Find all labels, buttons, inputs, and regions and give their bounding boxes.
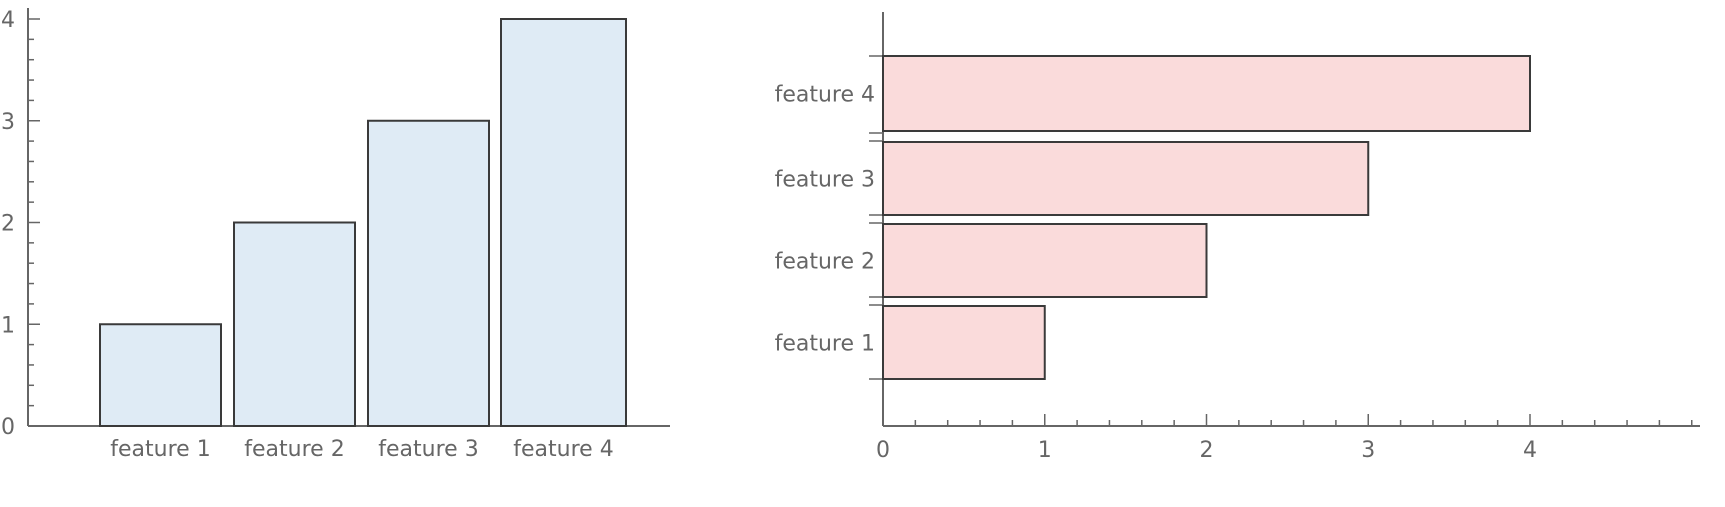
bar-feature-4 xyxy=(882,55,1531,132)
bar-feature-3 xyxy=(882,141,1370,216)
horizontal-chart-labels: 0 1 2 3 4 feature 1 feature 2 feature 3 feature … xyxy=(775,83,1537,464)
x-tick-label: 4 xyxy=(1523,438,1537,463)
y-tick-label: 3 xyxy=(1,110,15,135)
y-category-label: feature 2 xyxy=(775,250,875,275)
x-tick-label: feature 1 xyxy=(110,437,210,462)
y-category-label: feature 1 xyxy=(775,332,875,357)
x-tick-label: 0 xyxy=(876,438,890,463)
bar-feature-1 xyxy=(99,323,222,427)
bar-feature-3 xyxy=(367,119,490,427)
y-tick-label: 0 xyxy=(1,415,15,440)
vertical-bar-chart: 0 1 2 3 4 feature 1 feature 2 feature 3 feature … xyxy=(1,8,670,462)
x-tick-label: feature 4 xyxy=(513,437,613,462)
bar-feature-2 xyxy=(882,223,1208,298)
bar-feature-1 xyxy=(882,305,1046,380)
x-tick-label: 1 xyxy=(1038,438,1052,463)
bar-feature-4 xyxy=(500,18,627,427)
x-tick-label: 2 xyxy=(1200,438,1214,463)
x-tick-label: feature 2 xyxy=(244,437,344,462)
vertical-chart-labels: 0 1 2 3 4 feature 1 feature 2 feature 3 feature … xyxy=(1,8,614,462)
y-category-label: feature 4 xyxy=(775,83,875,108)
x-tick-label: feature 3 xyxy=(378,437,478,462)
y-category-label: feature 3 xyxy=(775,168,875,193)
horizontal-chart-bars xyxy=(882,55,1531,380)
bar-feature-2 xyxy=(233,221,356,427)
x-tick-label: 3 xyxy=(1361,438,1375,463)
y-tick-label: 1 xyxy=(1,313,15,338)
y-tick-label: 4 xyxy=(1,8,15,33)
y-tick-label: 2 xyxy=(1,212,15,237)
vertical-chart-bars xyxy=(99,18,627,427)
horizontal-bar-chart: 0 1 2 3 4 feature 1 feature 2 feature 3 feature … xyxy=(775,12,1700,463)
